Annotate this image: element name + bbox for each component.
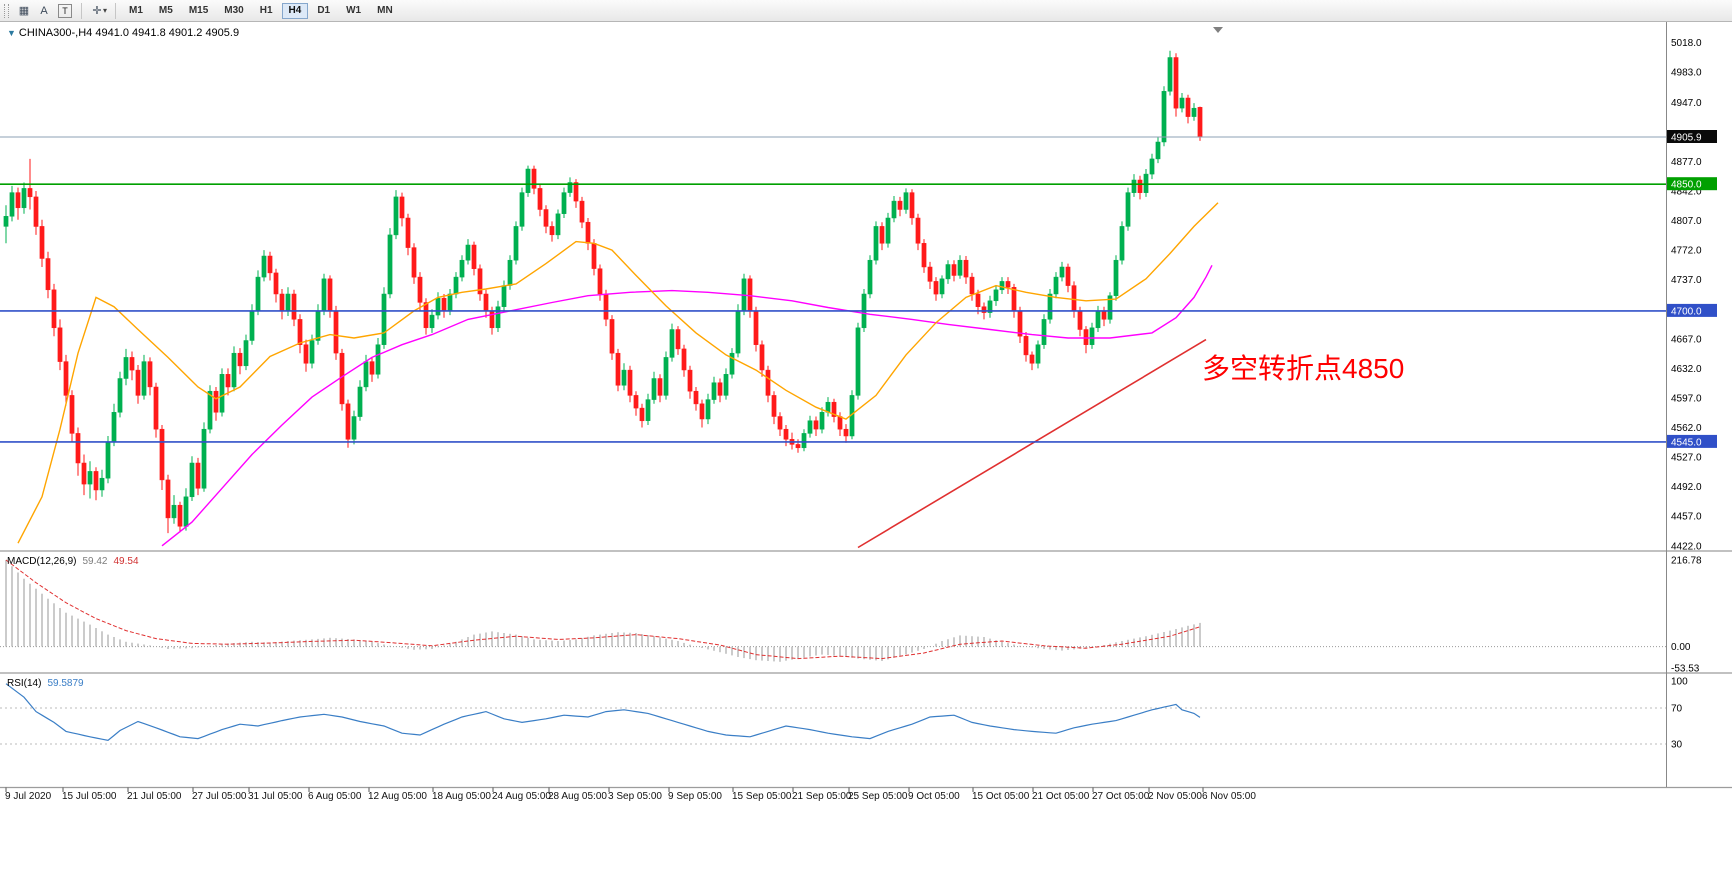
macd-tick-label: 0.00	[1671, 642, 1691, 653]
time-axis-label: 18 Aug 05:00	[432, 791, 491, 802]
price-tick-label: 4597.0	[1671, 393, 1702, 404]
price-tick-label: 4983.0	[1671, 67, 1702, 78]
price-tick-label: 4457.0	[1671, 512, 1702, 523]
timeframe-button-h4[interactable]: H4	[281, 2, 309, 19]
rsi-tick-label: 30	[1671, 740, 1683, 751]
text-label-icon[interactable]: T	[58, 3, 72, 18]
time-axis-label: 21 Jul 05:00	[127, 791, 182, 802]
chart-grid-icon[interactable]: ▦	[18, 4, 30, 17]
time-axis-label: 21 Oct 05:00	[1032, 791, 1090, 802]
rsi-indicator-label: RSI(14) 59.5879	[7, 678, 84, 689]
timeframe-button-m30[interactable]: M30	[217, 3, 250, 19]
macd-name: MACD(12,26,9)	[7, 556, 77, 567]
price-badge	[1667, 130, 1717, 143]
price-tick-label: 4877.0	[1671, 157, 1702, 168]
price-badge	[1667, 177, 1717, 191]
rsi-name: RSI(14)	[7, 678, 42, 689]
macd-histogram	[5, 560, 1201, 662]
font-a-icon[interactable]: A	[40, 4, 48, 17]
price-tick-label: 4562.0	[1671, 423, 1702, 434]
price-tick-label: 4807.0	[1671, 216, 1702, 227]
horizontal-lines	[0, 136, 1666, 443]
time-axis-label: 28 Aug 05:00	[548, 791, 607, 802]
price-tick-label: 4667.0	[1671, 334, 1702, 345]
ma-magenta-line	[161, 264, 1213, 547]
time-axis-label: 6 Aug 05:00	[308, 791, 362, 802]
draw-tool-icon[interactable]: ✛	[92, 4, 102, 17]
price-axis[interactable]	[1666, 22, 1732, 788]
trendline-red[interactable]	[857, 338, 1207, 549]
price-tick-label: 5018.0	[1671, 38, 1702, 49]
price-badge-label: 4905.9	[1671, 133, 1702, 144]
time-axis-label: 15 Oct 05:00	[972, 791, 1030, 802]
price-tick-label: 4632.0	[1671, 364, 1702, 375]
chart-area: 5018.0 4983.0 4947.0 4877.0 4842.0 4807.0 4772…	[0, 22, 1732, 894]
toolbar-separator	[115, 2, 116, 19]
macd-main-value: 59.42	[82, 556, 108, 567]
time-ticks	[5, 787, 1204, 792]
symbol-dropdown-icon[interactable]: ▼	[7, 28, 16, 38]
price-badge-label: 4850.0	[1671, 180, 1702, 191]
price-badge	[1667, 434, 1717, 448]
price-tick-label: 4842.0	[1671, 187, 1702, 198]
rsi-tick-label: 100	[1671, 677, 1688, 688]
macd-tick-label: 216.78	[1671, 556, 1702, 567]
time-axis-label: 6 Nov 05:00	[1202, 791, 1256, 802]
chart-annotation-text[interactable]: 多空转折点4850	[1202, 353, 1405, 384]
time-axis-label: 9 Jul 2020	[5, 791, 52, 802]
time-axis-label: 9 Oct 05:00	[908, 791, 960, 802]
toolbar-separator	[81, 2, 82, 19]
timeframe-button-m1[interactable]: M1	[122, 3, 150, 19]
timeframe-button-h1[interactable]: H1	[253, 3, 280, 19]
price-axis-labels: 5018.0 4983.0 4947.0 4877.0 4842.0 4807.0 4772…	[1666, 22, 1717, 787]
chart-canvas[interactable]: 5018.0 4983.0 4947.0 4877.0 4842.0 4807.0 4772…	[0, 22, 1732, 822]
timeframe-button-w1[interactable]: W1	[339, 3, 368, 19]
timeframe-button-mn[interactable]: MN	[370, 3, 400, 19]
price-badge-label: 4700.0	[1671, 306, 1702, 317]
time-axis-label: 3 Sep 05:00	[608, 791, 662, 802]
time-axis[interactable]: 9 Jul 2020 15 Jul 05:00 21 Jul 05:00 27 Jul…	[0, 791, 1732, 805]
price-tick-label: 4737.0	[1671, 275, 1702, 286]
ma-lines	[17, 202, 1219, 547]
time-axis-label: 24 Aug 05:00	[492, 791, 551, 802]
time-axis-label: 15 Jul 05:00	[62, 791, 117, 802]
price-tick-label: 4947.0	[1671, 98, 1702, 109]
price-badge	[1667, 303, 1717, 317]
price-tick-label: 4527.0	[1671, 453, 1702, 464]
macd-signal-line	[5, 559, 1201, 660]
draw-tool-caret-icon[interactable]: ▾	[102, 5, 107, 15]
chart-title-text: CHINA300-,H4 4941.0 4941.8 4901.2 4905.9	[18, 27, 240, 39]
time-axis-label: 9 Sep 05:00	[668, 791, 722, 802]
toolbar-handle[interactable]	[4, 3, 9, 18]
macd-indicator-label: MACD(12,26,9) 59.42 49.54	[7, 556, 139, 567]
price-tick-label: 4422.0	[1671, 541, 1702, 552]
time-axis-label: 12 Aug 05:00	[368, 791, 427, 802]
chart-shift-marker-icon[interactable]	[1213, 27, 1223, 33]
rsi-tick-label: 70	[1671, 704, 1683, 715]
ma-orange-line	[17, 202, 1219, 544]
time-axis-label: 15 Sep 05:00	[732, 791, 792, 802]
timeframe-button-m5[interactable]: M5	[152, 3, 180, 19]
time-axis-label: 27 Oct 05:00	[1092, 791, 1150, 802]
price-badge-label: 4545.0	[1671, 437, 1702, 448]
timeframe-button-m15[interactable]: M15	[182, 3, 215, 19]
chart-title: ▼ CHINA300-,H4 4941.0 4941.8 4901.2 4905.…	[7, 27, 239, 39]
timeframe-button-d1[interactable]: D1	[310, 3, 337, 19]
time-axis-label: 2 Nov 05:00	[1148, 791, 1202, 802]
toolbar: ▦ A T ✛ ▾ M1 M5 M15 M30 H1 H4 D1 W1 MN	[0, 0, 1732, 22]
time-axis-label: 21 Sep 05:00	[792, 791, 852, 802]
price-tick-label: 4492.0	[1671, 482, 1702, 493]
rsi-value: 59.5879	[47, 678, 84, 689]
time-axis-label: 31 Jul 05:00	[248, 791, 303, 802]
time-axis-label: 25 Sep 05:00	[848, 791, 908, 802]
time-axis-label: 27 Jul 05:00	[192, 791, 247, 802]
rsi-line	[5, 683, 1201, 742]
macd-signal-value: 49.54	[113, 556, 139, 567]
price-tick-label: 4772.0	[1671, 246, 1702, 257]
macd-tick-label: -53.53	[1671, 664, 1700, 675]
toolbar-items: ▦ A T ✛ ▾ M1 M5 M15 M30 H1 H4 D1 W1 MN	[14, 2, 401, 20]
